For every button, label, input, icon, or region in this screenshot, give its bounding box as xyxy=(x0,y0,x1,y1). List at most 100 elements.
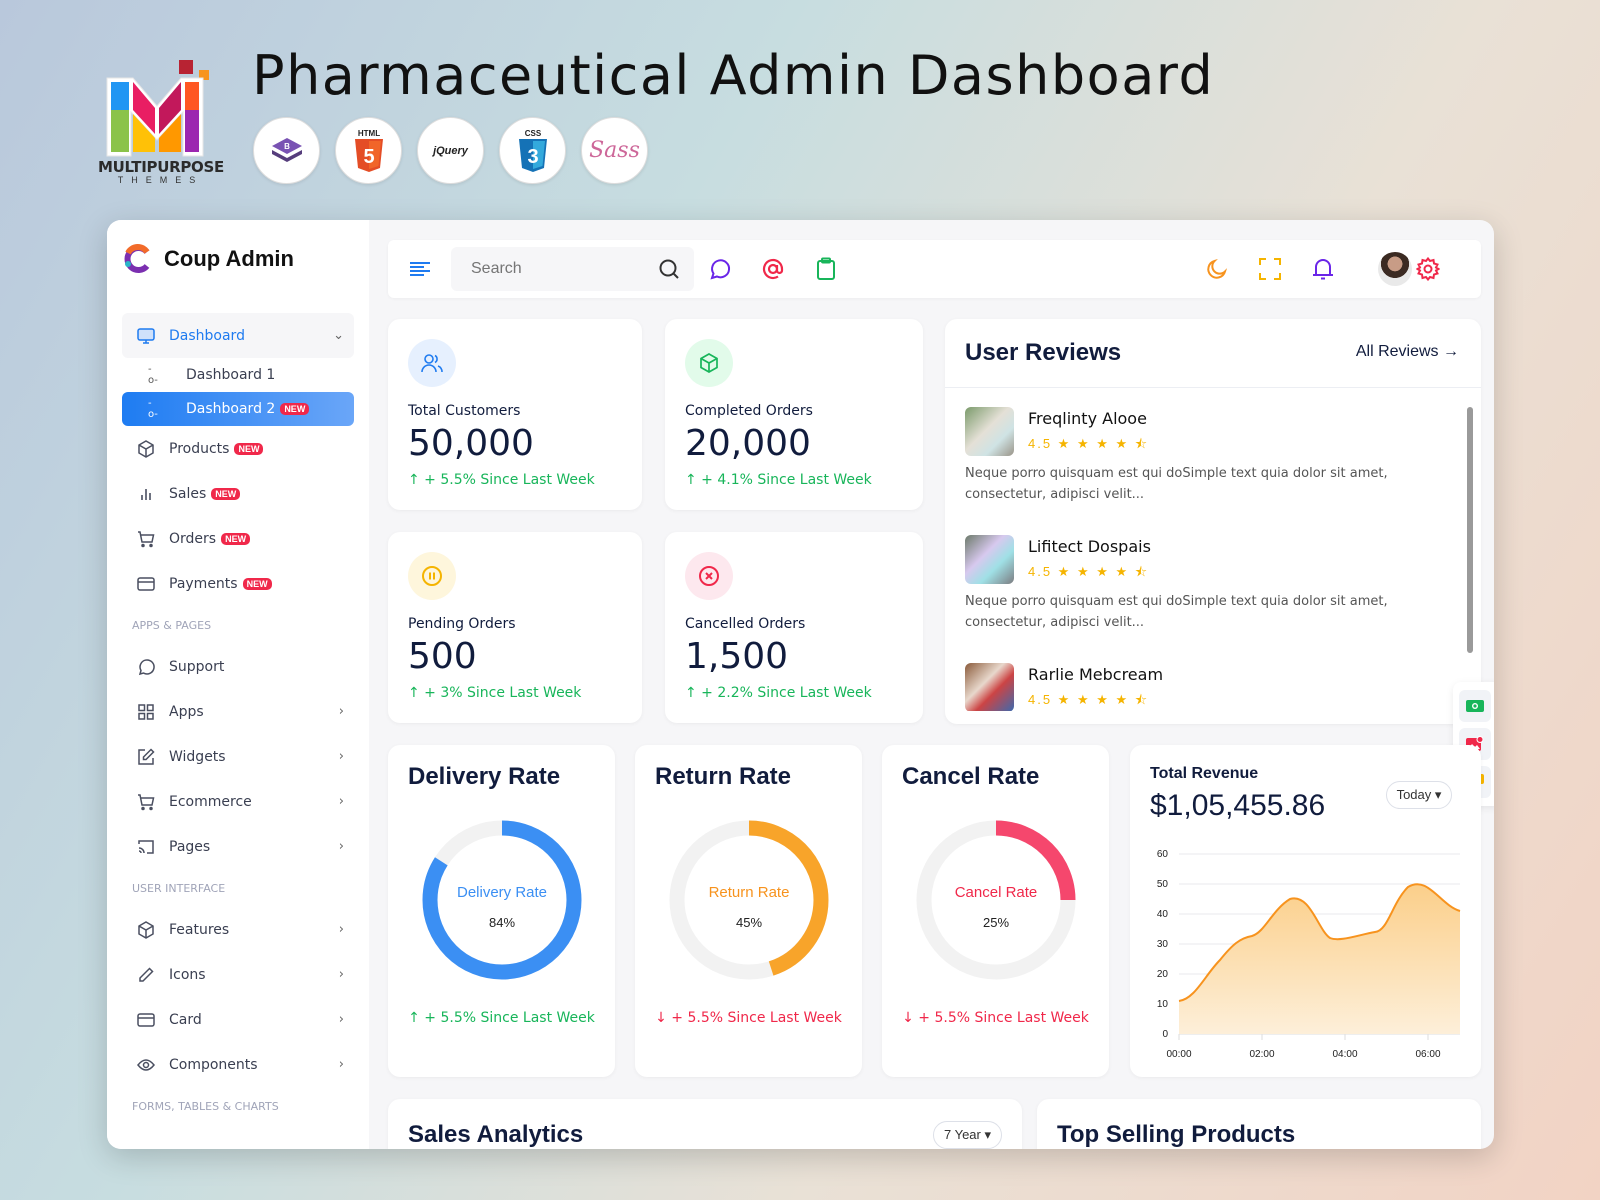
chevron-right-icon: › xyxy=(338,704,344,719)
sidebar-item-label: Products xyxy=(169,440,230,457)
tech-badges: B HTML 5 jQuery CSS 3 Sass xyxy=(253,117,648,184)
return-rate-card: Return Rate Return Rate 45% ↓ + 5.5% Sin… xyxy=(635,745,862,1077)
section-user-interface: USER INTERFACE xyxy=(132,881,226,895)
stat-label: Pending Orders xyxy=(408,616,516,632)
chat-icon[interactable] xyxy=(708,257,732,281)
reviews-list: Freqlinty Alooe 4.5 ★ ★ ★ ★ ⯪ Neque porr… xyxy=(965,403,1457,711)
sales-period-dropdown[interactable]: 7 Year ▾ xyxy=(932,1121,1002,1149)
revenue-period-dropdown[interactable]: Today ▾ xyxy=(1386,781,1452,809)
box-icon xyxy=(136,920,156,940)
user-avatar[interactable] xyxy=(1378,252,1412,286)
sass-icon: Sass xyxy=(581,117,648,184)
svg-text:20: 20 xyxy=(1157,969,1169,980)
sidebar-item-products[interactable]: Products NEW xyxy=(122,426,354,471)
delivery-rate-donut: Delivery Rate 84% xyxy=(422,820,582,980)
sidebar-item-support[interactable]: Support xyxy=(122,644,354,689)
bell-icon[interactable] xyxy=(1311,257,1335,281)
edit-icon xyxy=(136,747,156,767)
new-badge: NEW xyxy=(242,577,272,590)
sidebar-item-widgets[interactable]: Widgets › xyxy=(122,734,354,779)
sales-analytics-card: Sales Analytics 7 Year ▾ xyxy=(388,1099,1022,1149)
circle-dot-icon: -o- xyxy=(148,364,158,386)
top-selling-products-card: Top Selling Products xyxy=(1037,1099,1481,1149)
stat-change: ↑ + 3% Since Last Week xyxy=(408,685,582,701)
sidebar-item-label: Orders xyxy=(169,530,217,547)
reviews-scrollbar[interactable] xyxy=(1467,407,1473,653)
revenue-value: $1,05,455.86 xyxy=(1150,789,1326,822)
svg-text:Return Rate: Return Rate xyxy=(709,884,790,901)
rate-title: Cancel Rate xyxy=(902,763,1040,790)
top-selling-title: Top Selling Products xyxy=(1057,1121,1296,1148)
grid-icon xyxy=(136,702,156,722)
chat-icon xyxy=(136,657,156,677)
stat-value: 1,500 xyxy=(685,636,789,677)
sidebar-nav: Dashboard ⌄ -o- Dashboard 1 -o- Dashboar… xyxy=(122,313,354,1125)
total-revenue-card: Total Revenue $1,05,455.86 Today ▾ 60 50 4… xyxy=(1130,745,1481,1077)
search-icon[interactable] xyxy=(658,258,680,285)
sidebar-subitem-dashboard-2[interactable]: -o- Dashboard 2 NEW xyxy=(122,392,354,426)
chevron-right-icon: › xyxy=(338,794,344,809)
moon-icon[interactable] xyxy=(1205,257,1229,281)
chevron-right-icon: › xyxy=(338,922,344,937)
all-reviews-link[interactable]: All Reviews → xyxy=(1355,343,1459,360)
review-product-name[interactable]: Lifitect Dospais xyxy=(1028,537,1151,556)
chevron-right-icon: › xyxy=(338,839,344,854)
chevron-right-icon: › xyxy=(338,967,344,982)
sidebar: Coup Admin Dashboard ⌄ -o- Dashboard 1 -… xyxy=(107,220,369,1149)
stat-label: Completed Orders xyxy=(685,403,813,419)
sidebar-item-sales[interactable]: Sales NEW xyxy=(122,471,354,516)
rate-change: ↓ + 5.5% Since Last Week xyxy=(902,1010,1089,1026)
review-item: Lifitect Dospais 4.5 ★ ★ ★ ★ ⯪ Neque por… xyxy=(965,531,1457,635)
sidebar-item-icons[interactable]: Icons › xyxy=(122,952,354,997)
jquery-icon: jQuery xyxy=(417,117,484,184)
section-apps-pages: APPS & PAGES xyxy=(132,618,212,632)
html5-icon: HTML 5 xyxy=(335,117,402,184)
app-window: Coup Admin Dashboard ⌄ -o- Dashboard 1 -… xyxy=(107,220,1494,1149)
app-logo[interactable]: Coup Admin xyxy=(122,244,294,274)
sidebar-item-apps[interactable]: Apps › xyxy=(122,689,354,734)
box-icon xyxy=(136,439,156,459)
clipboard-icon[interactable] xyxy=(814,257,838,281)
review-rating: 4.5 ★ ★ ★ ★ ⯪ xyxy=(1028,436,1150,451)
sidebar-item-dashboard[interactable]: Dashboard ⌄ xyxy=(122,313,354,358)
mention-icon[interactable] xyxy=(761,257,785,281)
sidebar-item-label: Widgets xyxy=(169,748,226,765)
review-rating: 4.5 ★ ★ ★ ★ ⯪ xyxy=(1028,564,1150,579)
sidebar-subitem-dashboard-1[interactable]: -o- Dashboard 1 xyxy=(122,358,354,392)
banner-title: Pharmaceutical Admin Dashboard xyxy=(252,44,1215,107)
reviews-title: User Reviews xyxy=(965,339,1122,366)
svg-text:0: 0 xyxy=(1162,1029,1168,1040)
stat-card-pending-orders: Pending Orders 500 ↑ + 3% Since Last Wee… xyxy=(388,532,642,723)
review-item: Rarlie Mebcream 4.5 ★ ★ ★ ★ ⯪ xyxy=(965,659,1457,711)
search-input[interactable] xyxy=(471,260,651,278)
chevron-right-icon: › xyxy=(338,1057,344,1072)
product-thumbnail xyxy=(965,407,1014,456)
cube-icon xyxy=(685,339,733,387)
stat-card-completed-orders: Completed Orders 20,000 ↑ + 4.1% Since L… xyxy=(665,319,923,510)
menu-toggle-icon[interactable] xyxy=(408,257,432,281)
svg-text:CSS: CSS xyxy=(524,129,541,138)
return-rate-donut: Return Rate 45% xyxy=(669,820,829,980)
stat-card-cancelled-orders: Cancelled Orders 1,500 ↑ + 2.2% Since La… xyxy=(665,532,923,723)
gear-icon[interactable] xyxy=(1416,257,1440,281)
sidebar-item-label: Dashboard 2 xyxy=(186,401,276,417)
review-product-name[interactable]: Freqlinty Alooe xyxy=(1028,409,1147,428)
svg-text:45%: 45% xyxy=(736,915,762,930)
review-product-name[interactable]: Rarlie Mebcream xyxy=(1028,665,1164,684)
cast-icon xyxy=(136,837,156,857)
sidebar-item-label: Features xyxy=(169,921,230,938)
sales-analytics-title: Sales Analytics xyxy=(408,1121,584,1148)
section-forms-tables-charts: FORMS, TABLES & CHARTS xyxy=(132,1099,279,1113)
sidebar-item-features[interactable]: Features › xyxy=(122,907,354,952)
sidebar-item-ecommerce[interactable]: Ecommerce › xyxy=(122,779,354,824)
circle-dot-icon: -o- xyxy=(148,398,158,420)
sidebar-item-card[interactable]: Card › xyxy=(122,997,354,1042)
product-thumbnail xyxy=(965,535,1014,584)
fullscreen-icon[interactable] xyxy=(1258,257,1282,281)
sidebar-item-payments[interactable]: Payments NEW xyxy=(122,561,354,606)
sidebar-item-components[interactable]: Components › xyxy=(122,1042,354,1087)
sidebar-item-pages[interactable]: Pages › xyxy=(122,824,354,869)
cash-icon[interactable] xyxy=(1459,690,1491,722)
stat-value: 500 xyxy=(408,636,477,677)
sidebar-item-orders[interactable]: Orders NEW xyxy=(122,516,354,561)
